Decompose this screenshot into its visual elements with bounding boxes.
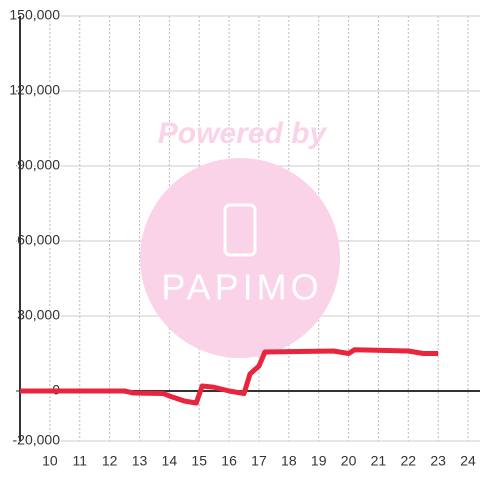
watermark-text: Powered by — [158, 117, 328, 150]
x-tick-label: 14 — [162, 453, 178, 469]
y-tick-label: -20,000 — [13, 432, 61, 448]
y-tick-label: 120,000 — [9, 82, 60, 98]
watermark: Powered by PAPIMO — [140, 117, 340, 358]
x-tick-label: 19 — [311, 453, 327, 469]
x-tick-label: 23 — [430, 453, 446, 469]
watermark-circle — [140, 158, 340, 358]
y-tick-label: 60,000 — [17, 232, 60, 248]
line — [20, 347, 439, 406]
x-tick-label: 18 — [281, 453, 297, 469]
watermark-icon — [223, 203, 257, 257]
y-tick-label: 30,000 — [17, 307, 60, 323]
x-tick-label: 15 — [191, 453, 207, 469]
y-tick-label: 150,000 — [9, 7, 60, 23]
x-tick-label: 11 — [72, 453, 87, 469]
x-tick-label: 13 — [132, 453, 148, 469]
x-tick-label: 17 — [251, 453, 267, 469]
x-tick-label: 24 — [460, 453, 476, 469]
x-tick-label: 16 — [221, 453, 237, 469]
x-tick-label: 20 — [341, 453, 357, 469]
watermark-text: PAPIMO — [161, 267, 322, 308]
x-tick-label: 10 — [42, 453, 58, 469]
x-tick-label: 22 — [401, 453, 417, 469]
x-tick-label: 21 — [371, 453, 387, 469]
x-tick-label: 12 — [102, 453, 118, 469]
y-tick-label: 90,000 — [17, 157, 60, 173]
